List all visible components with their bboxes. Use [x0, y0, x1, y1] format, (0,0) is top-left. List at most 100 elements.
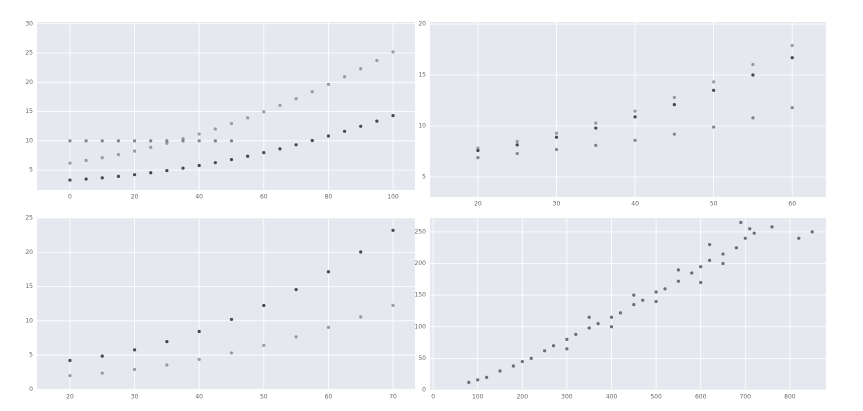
- point: [797, 236, 801, 240]
- x-tick-label: 300: [561, 394, 573, 401]
- x-tick-label: 60: [260, 194, 268, 201]
- point: [734, 246, 738, 250]
- point: [485, 375, 489, 379]
- point: [149, 139, 153, 143]
- point: [262, 110, 266, 114]
- y-tick-label: 30: [25, 20, 33, 27]
- point: [515, 151, 519, 156]
- point: [712, 80, 716, 84]
- point: [554, 147, 559, 152]
- y-tick-label: 15: [418, 72, 426, 79]
- point: [294, 97, 298, 101]
- y-tick-label: 25: [25, 215, 33, 222]
- point: [213, 161, 217, 165]
- point: [654, 299, 658, 304]
- point: [790, 43, 794, 48]
- point: [375, 119, 379, 123]
- point: [100, 371, 104, 375]
- point: [100, 176, 104, 180]
- y-tick-label: 5: [29, 352, 33, 359]
- point: [197, 357, 201, 362]
- point: [391, 303, 395, 307]
- y-tick-label: 0: [29, 386, 33, 393]
- x-tick-label: 0: [431, 394, 435, 401]
- point: [359, 315, 363, 319]
- point: [676, 268, 680, 272]
- point: [633, 138, 637, 142]
- point: [663, 287, 667, 291]
- point: [391, 114, 395, 118]
- y-tick-label: 10: [418, 123, 426, 130]
- x-tick-label: 60: [325, 394, 333, 401]
- point: [790, 56, 794, 60]
- point: [197, 329, 201, 334]
- point: [132, 367, 137, 372]
- x-tick-label: 80: [325, 194, 333, 201]
- plot-area: [37, 22, 415, 190]
- point: [672, 95, 676, 100]
- y-tick-label: 250: [415, 228, 427, 235]
- x-tick-label: 700: [740, 394, 752, 401]
- point: [609, 315, 614, 319]
- point: [229, 139, 234, 143]
- y-tick-label: 15: [25, 283, 33, 290]
- point: [197, 163, 201, 168]
- point: [739, 220, 743, 225]
- point: [246, 116, 250, 120]
- point: [100, 139, 104, 143]
- point: [594, 143, 598, 147]
- y-tick-label: 10: [25, 317, 33, 324]
- point: [810, 230, 814, 234]
- point: [391, 228, 395, 232]
- point: [476, 146, 480, 150]
- point: [633, 109, 637, 113]
- y-tick-label: 15: [25, 108, 33, 115]
- point: [752, 231, 756, 235]
- point: [529, 356, 533, 360]
- y-tick-label: 5: [29, 167, 33, 174]
- y-tick-label: 20: [25, 79, 33, 86]
- plot-area: [37, 218, 415, 390]
- point: [676, 279, 680, 283]
- point: [554, 135, 559, 139]
- point: [342, 75, 347, 79]
- point: [359, 250, 363, 254]
- point: [165, 141, 169, 145]
- point: [632, 293, 636, 297]
- point: [229, 121, 234, 126]
- point: [326, 134, 331, 138]
- point: [476, 148, 480, 153]
- point: [84, 158, 88, 163]
- x-tick-label: 200: [517, 394, 529, 401]
- point: [543, 349, 547, 353]
- point: [213, 127, 217, 131]
- point: [751, 62, 755, 67]
- point: [476, 156, 480, 160]
- point: [181, 139, 185, 143]
- x-tick-label: 400: [606, 394, 618, 401]
- point: [748, 227, 752, 231]
- point: [197, 132, 201, 136]
- point: [84, 139, 88, 143]
- x-tick-label: 40: [631, 201, 639, 208]
- point: [672, 132, 676, 136]
- point: [672, 103, 676, 107]
- point: [515, 143, 519, 147]
- x-tick-label: 30: [131, 394, 139, 401]
- point: [712, 88, 716, 92]
- y-tick-label: 20: [418, 21, 426, 28]
- point: [326, 270, 331, 274]
- x-tick-label: 800: [784, 394, 796, 401]
- x-tick-label: 40: [195, 194, 203, 201]
- point: [229, 317, 234, 322]
- point: [633, 115, 637, 119]
- y-tick-label: 200: [415, 260, 427, 267]
- point: [342, 129, 347, 133]
- y-tick-label: 150: [415, 292, 427, 299]
- point: [770, 225, 774, 229]
- point: [712, 125, 716, 129]
- x-tick-label: 600: [695, 394, 707, 401]
- point: [165, 139, 169, 143]
- point: [498, 369, 502, 373]
- point: [520, 359, 524, 364]
